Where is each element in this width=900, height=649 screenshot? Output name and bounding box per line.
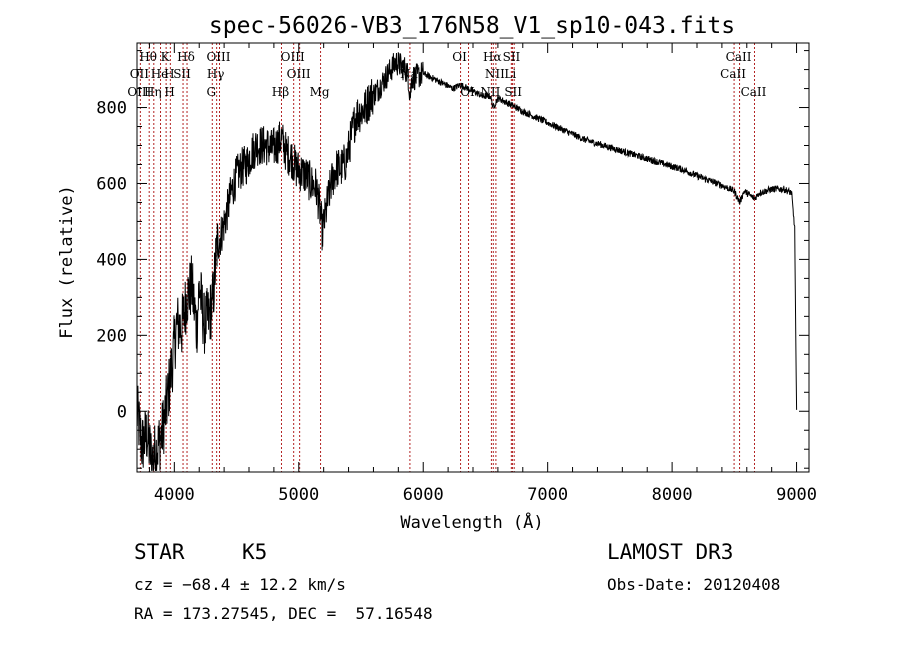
line-label: OIII: [127, 85, 151, 99]
line-label: He: [151, 67, 169, 81]
y-tick-label: 400: [96, 250, 127, 270]
ra-dec-coordinates: RA = 173.27545, DEC = 57.16548: [134, 604, 433, 623]
y-tick-labels: 0 200 400 600 800: [96, 99, 127, 423]
line-label: Hδ: [177, 50, 195, 64]
line-label: H: [164, 67, 174, 81]
x-tick-label: 5000: [278, 485, 319, 505]
line-label: NII: [485, 67, 505, 81]
line-label: Hγ: [207, 67, 225, 81]
survey-name: LAMOST DR3: [607, 540, 734, 564]
line-label: OI: [452, 50, 467, 64]
spectrum-line: [136, 52, 798, 471]
x-tick-labels: 4000 5000 6000 7000 8000 9000: [154, 485, 817, 505]
line-label: SII: [504, 85, 522, 99]
line-label: Li: [504, 67, 516, 81]
line-label: CaII: [741, 85, 767, 99]
y-tick-label: 200: [96, 326, 127, 346]
observation-date: Obs-Date: 20120408: [607, 575, 781, 594]
axis-ticks: [137, 43, 809, 472]
y-tick-label: 600: [96, 174, 127, 194]
line-label: CaII: [720, 67, 746, 81]
line-label: K: [161, 50, 171, 64]
line-label: Hθ: [139, 50, 157, 64]
line-label: OIII: [281, 50, 305, 64]
line-label: OIII: [287, 67, 311, 81]
line-label: CaII: [726, 50, 752, 64]
spectrum-chart: spec-56026-VB3_176N58_V1_sp10-043.fits H…: [57, 13, 817, 533]
y-axis-label: Flux (relative): [57, 185, 77, 339]
spectrum-series: [136, 52, 798, 471]
line-label: G: [206, 85, 216, 99]
object-class: STAR: [134, 540, 185, 564]
object-subclass: K5: [242, 540, 268, 564]
chart-title: spec-56026-VB3_176N58_V1_sp10-043.fits: [209, 13, 735, 39]
line-label: H: [164, 85, 174, 99]
x-axis-label: Wavelength (Å): [400, 511, 543, 533]
line-label: Hη: [144, 85, 162, 99]
x-tick-label: 7000: [527, 485, 568, 505]
line-label: Mg: [310, 85, 330, 99]
redshift-velocity: cz = −68.4 ± 12.2 km/s: [134, 575, 346, 594]
x-tick-label: 4000: [154, 485, 195, 505]
plot-frame: [136, 42, 810, 473]
y-tick-label: 800: [96, 99, 127, 119]
line-label: SII: [173, 67, 191, 81]
x-tick-label: 8000: [652, 485, 693, 505]
line-label: Hα: [483, 50, 502, 64]
x-tick-label: 6000: [403, 485, 444, 505]
line-label: Hβ: [272, 85, 289, 99]
line-label: SII: [503, 50, 521, 64]
y-tick-label: 0: [117, 402, 127, 422]
x-tick-label: 9000: [776, 485, 817, 505]
line-label: OII: [130, 67, 150, 81]
line-label: OIII: [206, 50, 230, 64]
emission-line-markers: [139, 43, 755, 472]
